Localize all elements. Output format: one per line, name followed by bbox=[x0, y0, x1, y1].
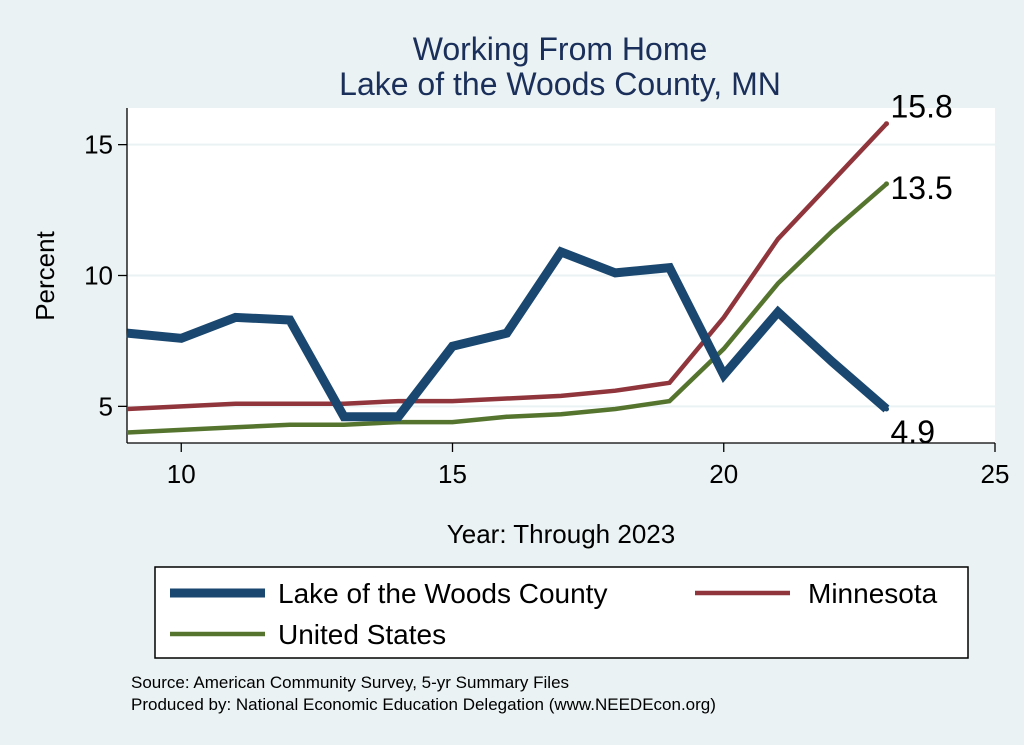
legend-box bbox=[154, 566, 969, 659]
series-line-0 bbox=[126, 246, 890, 422]
y-tick-label-2: 15 bbox=[84, 130, 113, 160]
x-tick-label-0: 10 bbox=[167, 459, 196, 489]
x-tick-label-1: 15 bbox=[438, 459, 467, 489]
end-label-1: 15.8 bbox=[891, 89, 953, 125]
legend-label-0: Lake of the Woods County bbox=[278, 578, 607, 609]
produced-by-note: Produced by: National Economic Education… bbox=[131, 695, 716, 714]
series-endpoint-1 bbox=[884, 121, 889, 127]
y-tick-label-0: 5 bbox=[99, 391, 113, 421]
series-endpoint-2 bbox=[884, 181, 889, 187]
x-axis-title: Year: Through 2023 bbox=[447, 519, 675, 549]
end-label-0: 4.9 bbox=[891, 414, 935, 450]
series-endpoint-0 bbox=[884, 406, 889, 412]
series-line-2 bbox=[126, 182, 888, 435]
legend-label-1: Minnesota bbox=[808, 578, 938, 609]
chart-title-line-1: Working From Home bbox=[413, 31, 708, 67]
legend: Lake of the Woods County Minnesota United … bbox=[170, 578, 938, 650]
end-label-2: 13.5 bbox=[891, 170, 953, 206]
y-axis-title: Percent bbox=[30, 230, 60, 320]
y-tick-label-1: 10 bbox=[84, 261, 113, 291]
legend-label-2: United States bbox=[278, 619, 446, 650]
axes bbox=[118, 108, 996, 452]
series-line-1 bbox=[126, 122, 889, 412]
series-lines bbox=[126, 122, 890, 435]
chart-title-line-2: Lake of the Woods County, MN bbox=[339, 66, 781, 102]
tick-labels: 5 10 15 10 15 20 25 bbox=[84, 130, 1009, 489]
end-labels: 4.9 15.8 13.5 bbox=[884, 89, 953, 450]
x-tick-label-3: 25 bbox=[981, 459, 1010, 489]
source-note: Source: American Community Survey, 5-yr … bbox=[131, 673, 569, 692]
x-tick-label-2: 20 bbox=[709, 459, 738, 489]
gridlines bbox=[127, 143, 995, 408]
